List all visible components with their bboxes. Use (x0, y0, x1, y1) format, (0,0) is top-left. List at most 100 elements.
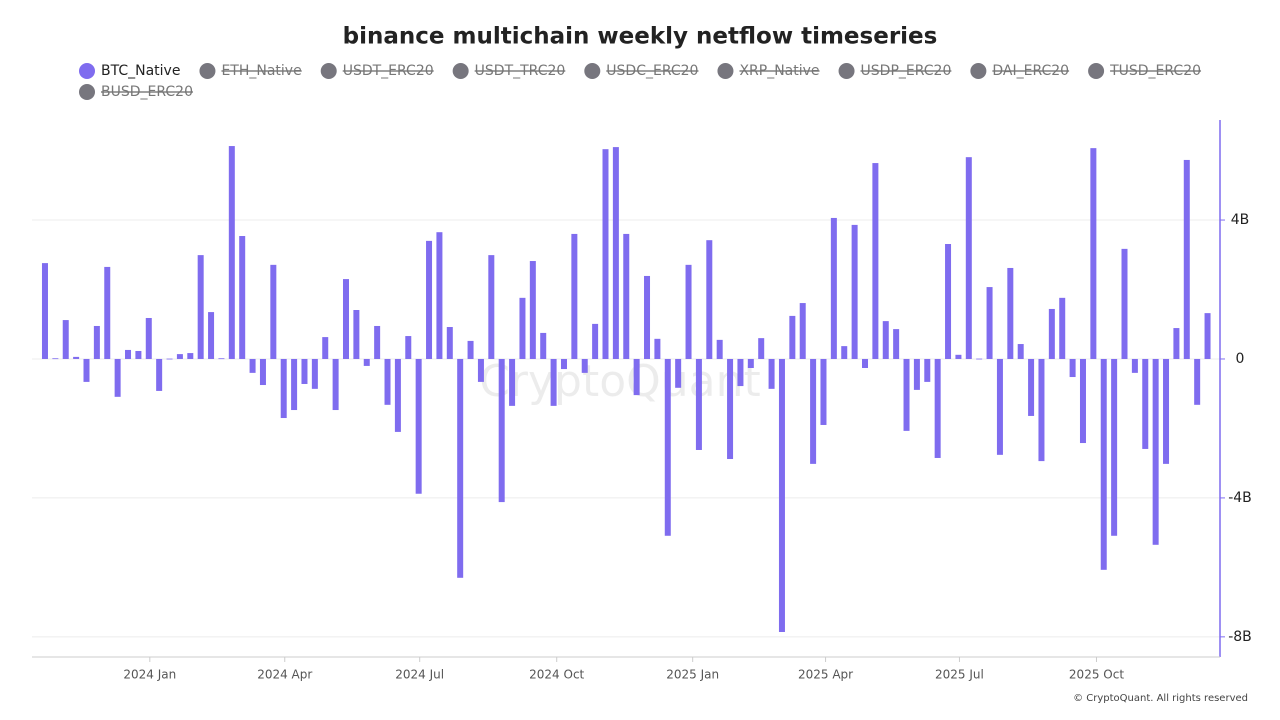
bar (1163, 358, 1170, 464)
legend-label[interactable]: USDP_ERC20 (861, 63, 952, 79)
bar (1152, 358, 1159, 545)
bar (1204, 313, 1211, 359)
bar (1100, 358, 1107, 570)
bar (467, 340, 474, 359)
legend-label[interactable]: ETH_Native (221, 63, 301, 79)
bar (1090, 148, 1097, 359)
bar (446, 327, 453, 359)
legend-label[interactable]: TUSD_ERC20 (1109, 63, 1201, 79)
legend-label[interactable]: BTC_Native (101, 63, 180, 79)
legend-label[interactable]: BUSD_ERC20 (101, 84, 193, 100)
bar (415, 358, 422, 494)
bar (1048, 308, 1055, 359)
bar (311, 358, 318, 389)
watermark: CryptoQuant (479, 356, 761, 407)
bar (218, 358, 225, 360)
bar (83, 358, 90, 382)
legend-marker[interactable] (717, 63, 734, 79)
bar (654, 338, 661, 359)
bar (706, 240, 713, 359)
bar (1194, 358, 1201, 405)
legend-marker[interactable] (1088, 63, 1105, 79)
bar (270, 264, 277, 359)
bar (664, 358, 671, 536)
bar (228, 146, 235, 359)
x-tick-label: 2024 Jan (123, 668, 176, 682)
bar (675, 358, 682, 388)
bar (332, 358, 339, 411)
y-tick-label: 4B (1231, 212, 1250, 228)
bar (560, 358, 567, 370)
bar (498, 358, 505, 503)
bar (1028, 358, 1035, 416)
bar (581, 358, 588, 373)
bar (602, 149, 609, 359)
bar (695, 358, 702, 450)
y-tick-label: -8B (1228, 629, 1252, 645)
bar (145, 317, 152, 359)
legend-marker[interactable] (452, 63, 469, 79)
bar (374, 325, 381, 359)
bar (986, 287, 993, 359)
legend-label[interactable]: USDC_ERC20 (606, 63, 698, 79)
legend-marker[interactable] (838, 63, 855, 79)
bar (477, 358, 484, 382)
legend-marker[interactable] (79, 84, 95, 100)
bar (955, 354, 962, 359)
bar (156, 358, 163, 391)
bar (747, 358, 754, 369)
chart-title: binance multichain weekly netflow timese… (343, 24, 938, 50)
bar (488, 255, 495, 359)
bar (851, 224, 858, 359)
legend-marker[interactable] (584, 63, 601, 79)
bar (830, 217, 837, 359)
legend-label[interactable]: USDT_ERC20 (343, 63, 434, 79)
bar (187, 353, 194, 359)
legend-label[interactable]: XRP_Native (739, 63, 819, 79)
bar (363, 358, 370, 366)
bar (197, 255, 204, 359)
bar (301, 358, 308, 384)
bar (73, 356, 80, 359)
bar (259, 358, 266, 386)
bar (1079, 358, 1086, 444)
legend-label[interactable]: USDT_TRC20 (475, 63, 566, 79)
bar (280, 358, 287, 419)
legend-marker[interactable] (199, 63, 216, 79)
bar (799, 303, 806, 359)
bar (934, 358, 941, 458)
bar (965, 157, 972, 359)
bar (644, 275, 651, 359)
bar (1111, 358, 1118, 536)
x-tick-label: 2025 Jul (935, 668, 984, 682)
bar (519, 297, 526, 359)
bar (893, 329, 900, 359)
bar (1183, 159, 1190, 359)
bar (1131, 358, 1138, 373)
x-tick-label: 2024 Oct (529, 668, 584, 682)
x-tick-label: 2025 Apr (798, 668, 853, 682)
bar (1121, 248, 1128, 359)
bar (540, 332, 547, 359)
bar (135, 350, 142, 359)
x-tick-label: 2024 Apr (257, 668, 312, 682)
x-tick-label: 2025 Jan (666, 668, 719, 682)
bar (737, 358, 744, 387)
bar (882, 321, 889, 359)
bar (623, 233, 630, 359)
legend-marker[interactable] (970, 63, 987, 79)
bar (1017, 344, 1024, 359)
legend-marker[interactable] (320, 63, 337, 79)
bar (405, 336, 412, 359)
legend-marker[interactable] (79, 63, 95, 79)
bar (1142, 358, 1149, 449)
bar (208, 312, 215, 359)
bar (841, 346, 848, 359)
bar (52, 358, 59, 360)
bar (862, 358, 869, 369)
bar (758, 338, 765, 359)
bar (1173, 328, 1180, 359)
legend-label[interactable]: DAI_ERC20 (992, 63, 1069, 79)
